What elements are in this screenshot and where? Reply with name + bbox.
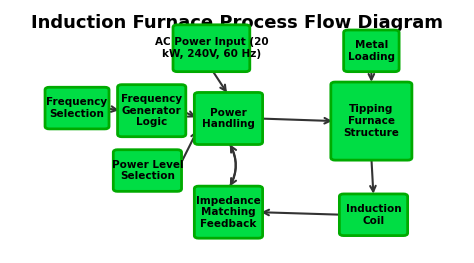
Text: Induction
Coil: Induction Coil: [346, 204, 401, 226]
Text: Frequency
Selection: Frequency Selection: [46, 97, 108, 119]
FancyBboxPatch shape: [118, 85, 186, 137]
Text: Frequency
Generator
Logic: Frequency Generator Logic: [121, 94, 182, 127]
Text: Induction Furnace Process Flow Diagram: Induction Furnace Process Flow Diagram: [31, 14, 443, 32]
FancyBboxPatch shape: [194, 93, 263, 144]
Text: Power
Handling: Power Handling: [202, 108, 255, 129]
FancyBboxPatch shape: [344, 30, 399, 72]
FancyBboxPatch shape: [331, 82, 412, 160]
FancyBboxPatch shape: [45, 87, 109, 129]
Text: Tipping
Furnace
Structure: Tipping Furnace Structure: [344, 104, 399, 138]
Text: Impedance
Matching
Feedback: Impedance Matching Feedback: [196, 196, 261, 229]
FancyBboxPatch shape: [339, 194, 408, 236]
FancyBboxPatch shape: [194, 186, 263, 238]
Text: Metal
Loading: Metal Loading: [348, 40, 395, 62]
FancyBboxPatch shape: [113, 150, 182, 191]
Text: Power Level
Selection: Power Level Selection: [111, 160, 183, 181]
Text: AC Power Input (20
kW, 240V, 60 Hz): AC Power Input (20 kW, 240V, 60 Hz): [155, 37, 268, 59]
FancyBboxPatch shape: [173, 25, 250, 72]
